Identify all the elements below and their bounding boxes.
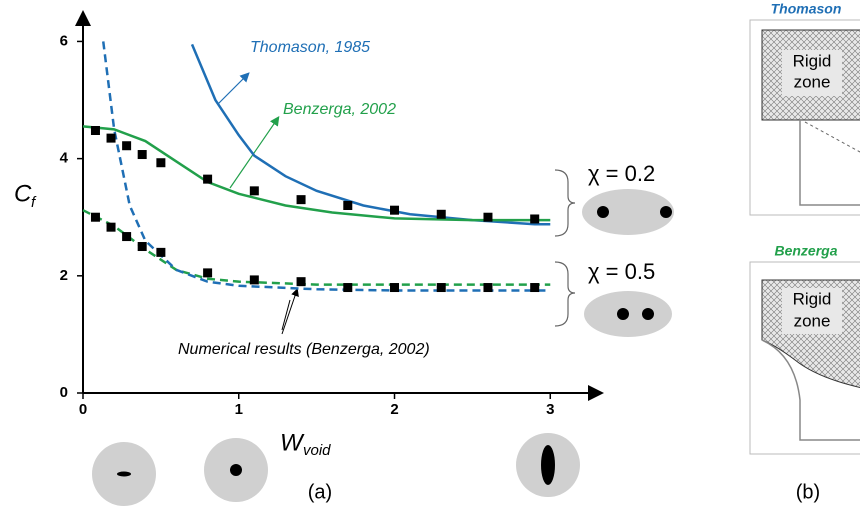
y-tick-label: 4: [60, 150, 69, 167]
data-point: [390, 283, 400, 293]
void-icon: [117, 471, 131, 477]
void-dot: [660, 206, 672, 218]
data-point: [296, 277, 306, 287]
data-point: [436, 209, 446, 219]
outline: [761, 339, 860, 441]
y-tick-label: 6: [60, 32, 68, 49]
data-point: [90, 126, 100, 135]
y-label-sub: f: [31, 194, 37, 211]
data-point: [156, 158, 166, 168]
data-point: [249, 186, 259, 196]
data-point: [530, 283, 540, 293]
annotation-arrow: [281, 288, 299, 335]
series-label: Numerical results (Benzerga, 2002): [178, 341, 430, 358]
x-label-sub: void: [303, 442, 331, 459]
data-point: [483, 212, 493, 222]
data-point: [106, 133, 116, 143]
data-point: [122, 232, 132, 242]
panel-label: (b): [796, 481, 820, 503]
label-bg: [782, 288, 842, 334]
brace: [554, 169, 576, 237]
void-dot: [642, 308, 654, 320]
x-label: W: [280, 429, 305, 456]
chi-label: χ = 0.5: [588, 259, 655, 284]
series-label: Benzerga, 2002: [283, 101, 396, 118]
data-point: [483, 283, 493, 293]
series-line: [190, 43, 551, 226]
data-point: [90, 212, 100, 222]
data-point: [137, 150, 147, 160]
chi-label: χ = 0.2: [588, 161, 655, 186]
zone-text: Rigid: [793, 289, 832, 308]
x-tick-label: 0: [79, 401, 87, 418]
x-tick-label: 2: [390, 401, 398, 418]
void-dot: [617, 308, 629, 320]
data-point: [203, 174, 213, 184]
zone-text: zone: [794, 311, 831, 330]
data-point: [122, 141, 132, 151]
series-line: [102, 41, 551, 292]
data-point: [343, 283, 353, 293]
data-point: [106, 222, 116, 232]
data-point: [203, 268, 213, 278]
dashed-line: [804, 121, 860, 153]
void-icon: [541, 445, 555, 485]
box-title: Benzerga: [774, 243, 837, 259]
box-title: Thomason: [771, 1, 842, 17]
annotation-arrow: [229, 116, 280, 189]
zone-text: Rigid: [793, 51, 832, 70]
data-point: [137, 242, 147, 252]
brace: [554, 261, 576, 327]
data-point: [530, 214, 540, 224]
series-line: [82, 125, 551, 222]
data-point: [343, 201, 353, 210]
zone-text: zone: [794, 72, 831, 91]
series-label: Thomason, 1985: [250, 39, 370, 56]
annotation-arrow: [281, 299, 291, 331]
data-point: [390, 205, 400, 215]
y-label: C: [14, 180, 32, 207]
panel-label: (a): [308, 481, 332, 503]
label-bg: [782, 50, 842, 96]
y-tick-label: 2: [60, 267, 68, 284]
void-shape: [582, 189, 674, 235]
data-point: [296, 195, 306, 205]
void-icon: [230, 464, 242, 476]
x-tick-label: 1: [235, 401, 243, 418]
x-tick-label: 3: [546, 401, 554, 418]
data-point: [156, 247, 166, 257]
y-tick-label: 0: [60, 384, 68, 401]
outline: [799, 120, 860, 206]
data-point: [436, 283, 446, 293]
box: [749, 19, 860, 216]
box: [749, 261, 860, 455]
void-dot: [597, 206, 609, 218]
data-point: [249, 275, 259, 285]
annotation-arrow: [217, 72, 250, 105]
